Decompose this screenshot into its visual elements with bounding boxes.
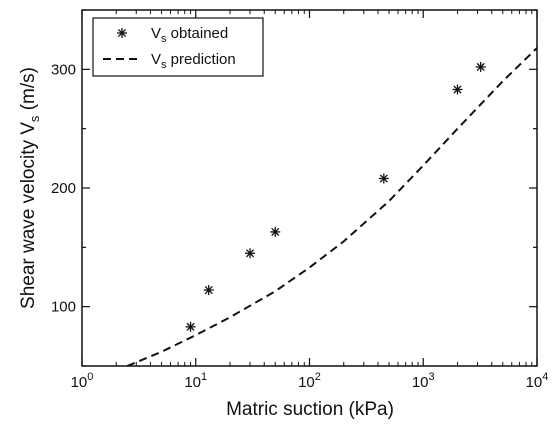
prediction-curve xyxy=(126,47,538,367)
data-point xyxy=(270,226,281,237)
y-tick-label: 100 xyxy=(51,299,76,316)
legend-label: Vs prediction xyxy=(151,51,236,71)
y-tick-label: 300 xyxy=(51,61,76,78)
marker-stroke xyxy=(204,285,213,295)
x-axis-title: Matric suction (kPa) xyxy=(226,399,394,420)
x-tick-label: 104 xyxy=(526,371,549,391)
marker-stroke xyxy=(117,28,127,38)
marker-stroke xyxy=(245,249,255,258)
marker-stroke xyxy=(379,174,388,183)
y-tick-label: 200 xyxy=(51,180,76,197)
data-point xyxy=(245,248,256,259)
x-tick-label: 103 xyxy=(412,371,435,391)
x-tick-label: 102 xyxy=(298,371,321,391)
y-axis-title: Shear wave velocity Vs (m/s) xyxy=(18,67,42,309)
marker-stroke xyxy=(476,62,485,72)
legend-label: Vs obtained xyxy=(151,25,228,45)
marker-stroke xyxy=(453,85,462,94)
x-tick-label: 100 xyxy=(71,371,94,391)
x-axis: 100 101 102 103 104 xyxy=(71,10,549,391)
legend-box xyxy=(92,17,264,77)
marker-stroke xyxy=(186,322,195,331)
data-point xyxy=(475,61,486,72)
legend: Vs obtained Vs prediction xyxy=(92,17,264,77)
data-point xyxy=(185,321,196,332)
series-layer xyxy=(126,47,538,367)
data-point xyxy=(203,285,214,296)
x-tick-label: 101 xyxy=(184,371,207,391)
data-point xyxy=(452,84,463,95)
y-axis: 100 200 300 xyxy=(51,9,537,367)
legend-asterisk-symbol xyxy=(117,28,127,38)
marker-stroke xyxy=(271,227,280,236)
data-point xyxy=(378,173,389,184)
